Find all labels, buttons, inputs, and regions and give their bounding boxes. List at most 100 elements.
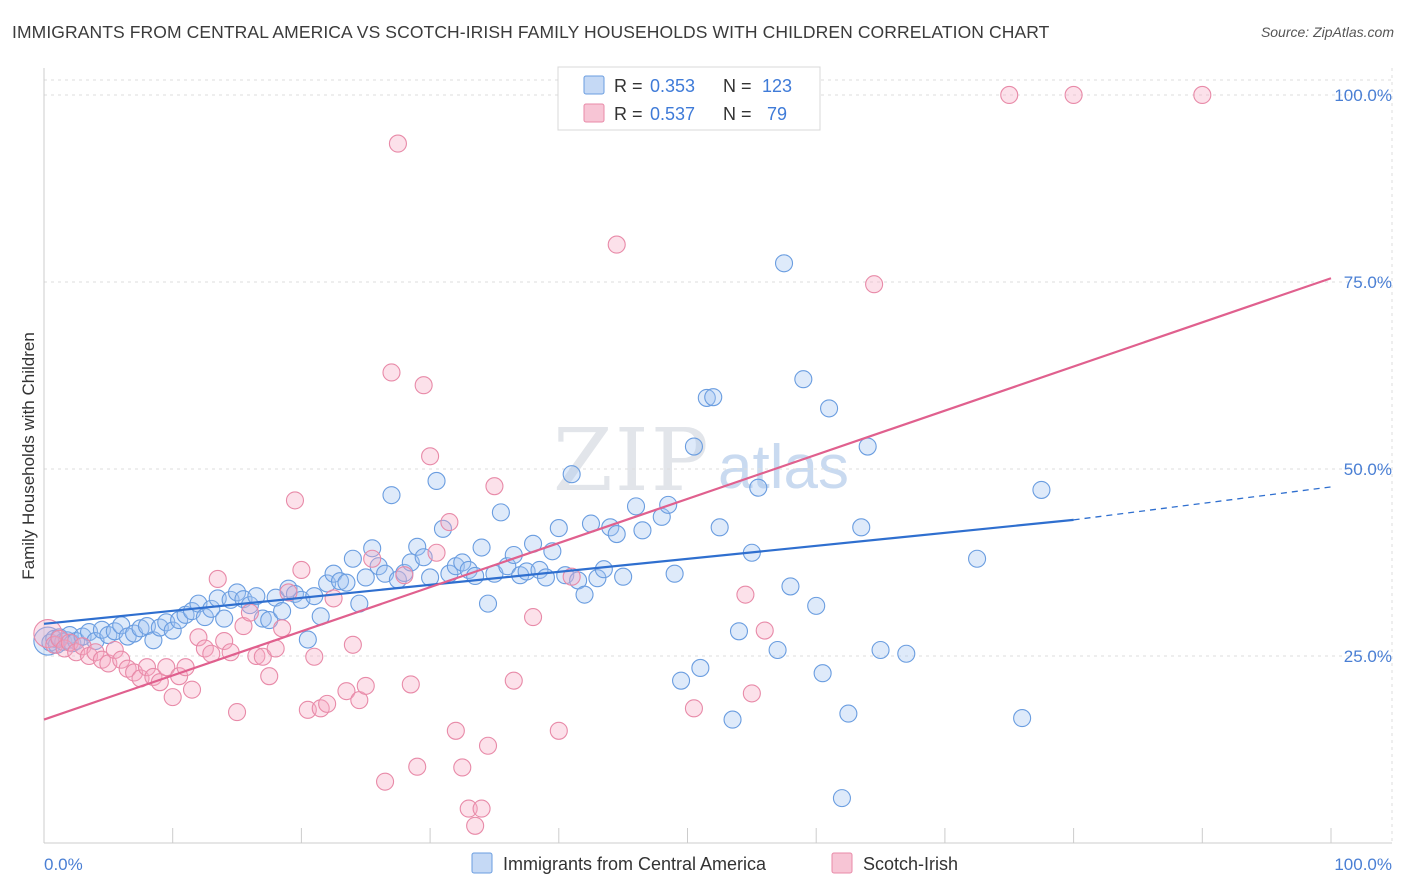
scotch-irish-point <box>414 376 433 395</box>
central-america-point <box>691 658 710 678</box>
scotch-irish-point <box>292 560 311 580</box>
scotch-irish-point <box>137 658 157 677</box>
scotch-irish-point <box>755 621 774 640</box>
scotch-irish-point <box>55 639 74 658</box>
central-america-point <box>1013 709 1032 728</box>
scotch-irish-point <box>356 676 375 695</box>
central-america-point <box>832 789 851 808</box>
central-america-point <box>723 710 742 729</box>
scotch-irish-point <box>318 694 337 713</box>
central-america-point <box>813 664 832 683</box>
central-america-point <box>794 370 813 389</box>
central-america-point <box>260 611 279 630</box>
central-america-point <box>672 671 691 690</box>
scotch-irish-point <box>343 635 362 654</box>
legend-n-value-0: 123 <box>762 76 792 96</box>
central-america-point <box>363 539 382 558</box>
central-america-point <box>807 596 826 615</box>
legend-r-label-0: R = <box>614 76 643 96</box>
scotch-irish-point <box>562 567 581 586</box>
central-america-point <box>298 630 317 649</box>
central-america-point <box>575 585 594 604</box>
y-tick-label-75: 75.0% <box>1344 273 1392 292</box>
legend-r-value-0: 0.353 <box>650 76 695 96</box>
scotch-irish-point <box>736 585 755 604</box>
legend-r-label-1: R = <box>614 104 643 124</box>
central-america-point <box>215 609 234 628</box>
legend-n-value-1: 79 <box>762 104 787 124</box>
scotch-irish-point <box>182 680 202 699</box>
central-america-point <box>774 254 794 273</box>
scotch-irish-point <box>45 635 64 654</box>
central-america-point <box>472 538 491 557</box>
scotch-irish-point <box>228 703 247 722</box>
central-america-point <box>369 557 388 576</box>
central-america-point <box>684 437 703 456</box>
scotch-irish-point <box>421 447 440 466</box>
central-america-point <box>421 568 440 587</box>
central-america-point <box>858 437 877 456</box>
central-america-point <box>163 621 182 640</box>
central-america-point <box>968 549 987 568</box>
central-america-point <box>343 549 362 568</box>
central-america-point <box>594 560 613 579</box>
central-america-point <box>433 519 453 538</box>
central-america-point <box>408 537 427 556</box>
scotch-irish-point <box>208 569 227 588</box>
central-america-point <box>427 471 446 490</box>
scotch-irish-point <box>189 628 208 647</box>
central-america-point <box>240 596 259 615</box>
x-tick-label-max: 100.0% <box>1334 855 1392 874</box>
scotch-irish-point <box>112 650 131 669</box>
central-america-point <box>839 704 858 723</box>
scotch-irish-point <box>1193 85 1212 105</box>
central-america-point <box>852 518 871 537</box>
central-america-point <box>871 640 890 660</box>
central-america-point <box>704 388 723 407</box>
scotch-irish-point <box>453 758 472 777</box>
x-tick-label-min: 0.0% <box>44 855 83 874</box>
legend-n-label-0: N = <box>723 76 752 96</box>
central-america-point <box>665 564 684 583</box>
chart-title: IMMIGRANTS FROM CENTRAL AMERICA VS SCOTC… <box>12 22 1050 42</box>
y-axis-label: Family Households with Children <box>19 332 38 580</box>
central-america-point <box>356 568 375 587</box>
legend-swatch-central-america <box>583 75 605 95</box>
central-america-point <box>607 525 626 544</box>
scotch-irish-point <box>459 799 478 818</box>
scotch-irish-point <box>466 816 485 835</box>
scotch-irish-point <box>1064 85 1083 105</box>
watermark-zip: ZIP <box>553 411 711 511</box>
central-america-point <box>897 644 916 663</box>
central-america-point <box>729 622 749 641</box>
scotch-irish-point <box>388 134 407 153</box>
central-america-point <box>768 640 787 660</box>
central-america-point <box>273 602 292 621</box>
y-tick-labels: 25.0% 50.0% 75.0% 100.0% <box>1334 86 1392 666</box>
scotch-irish-point <box>305 647 324 666</box>
scotch-irish-point <box>440 513 459 532</box>
scotch-irish-point <box>33 618 63 649</box>
scotch-irish-point <box>607 235 626 254</box>
central-america-point <box>337 573 356 592</box>
central-america-point <box>382 486 401 505</box>
central-america-point <box>820 399 839 418</box>
scotch-irish-point <box>485 477 504 496</box>
central-america-point <box>781 577 800 596</box>
scotch-irish-point <box>163 688 182 707</box>
legend-r-value-1: 0.537 <box>650 104 695 124</box>
y-tick-label-25: 25.0% <box>1344 647 1392 666</box>
central-america-point <box>626 497 646 516</box>
central-america-trend-extension <box>1073 486 1332 521</box>
scotch-irish-point <box>427 543 446 562</box>
central-america-point <box>633 521 652 540</box>
bottom-legend-label-central-america: Immigrants from Central America <box>503 854 767 874</box>
scotch-irish-point <box>382 363 401 382</box>
central-america-point <box>1032 480 1051 499</box>
y-tick-label-100: 100.0% <box>1334 86 1392 105</box>
scotch-irish-point <box>363 549 382 568</box>
trend-lines <box>43 277 1332 721</box>
scotch-irish-point <box>446 721 465 740</box>
legend-swatch-scotch-irish <box>583 103 605 123</box>
correlation-legend: R = 0.353 N = 123 R = 0.537 N = 79 <box>557 66 821 131</box>
